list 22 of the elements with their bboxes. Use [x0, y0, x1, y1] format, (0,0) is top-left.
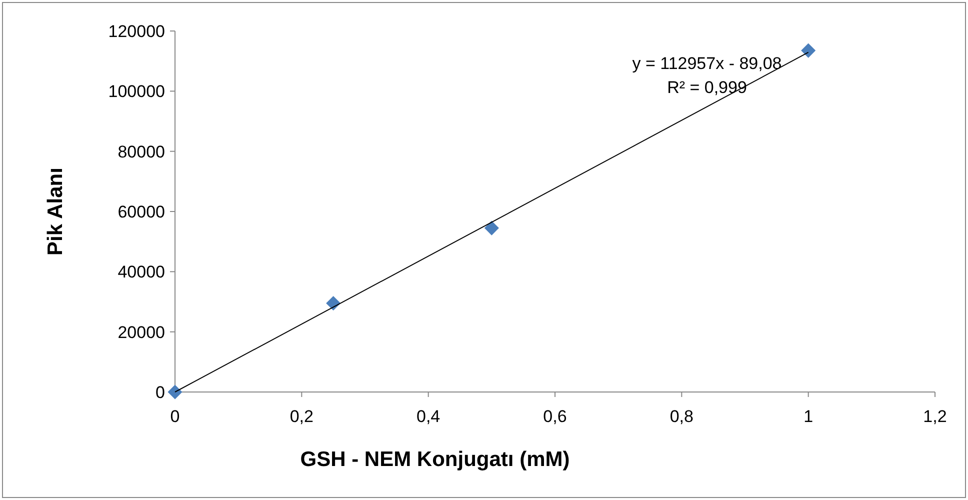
x-tick-label: 0,2	[290, 407, 314, 426]
annotation: R² = 0,999	[667, 78, 747, 97]
y-tick-label: 120000	[108, 22, 165, 41]
x-tick-label: 0,8	[670, 407, 694, 426]
y-tick-label: 20000	[118, 322, 165, 342]
x-tick-label: 1	[804, 407, 814, 426]
y-tick-label: 60000	[118, 202, 165, 222]
y-tick-label: 80000	[118, 142, 165, 162]
annotation: y = 112957x - 89,08	[632, 54, 782, 73]
point	[484, 220, 499, 236]
x-tick-label: 0,4	[416, 407, 440, 426]
point	[801, 43, 816, 58]
y-axis-title: Pik Alanı	[44, 168, 67, 256]
point	[326, 296, 340, 310]
y-tick-label: 0	[156, 382, 165, 402]
x-tick-label: 0,6	[543, 407, 567, 426]
x-axis-title: GSH - NEM Konjugatı (mM)	[300, 448, 570, 471]
point	[168, 384, 182, 400]
x-tick-label: 0	[170, 407, 180, 426]
x-tick-label: 1,2	[923, 407, 947, 426]
y-tick-label: 40000	[118, 262, 165, 282]
y-tick-label: 100000	[108, 82, 165, 102]
